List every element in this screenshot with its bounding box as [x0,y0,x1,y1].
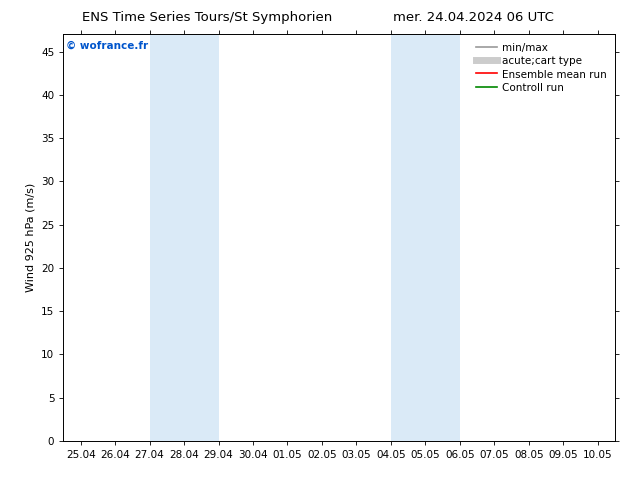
Legend: min/max, acute;cart type, Ensemble mean run, Controll run: min/max, acute;cart type, Ensemble mean … [473,40,610,96]
Text: mer. 24.04.2024 06 UTC: mer. 24.04.2024 06 UTC [393,11,554,24]
Bar [391,34,460,441]
Text: ENS Time Series Tours/St Symphorien: ENS Time Series Tours/St Symphorien [82,11,333,24]
Text: © wofrance.fr: © wofrance.fr [66,40,148,50]
Y-axis label: Wind 925 hPa (m/s): Wind 925 hPa (m/s) [25,183,36,292]
Bar [150,34,219,441]
